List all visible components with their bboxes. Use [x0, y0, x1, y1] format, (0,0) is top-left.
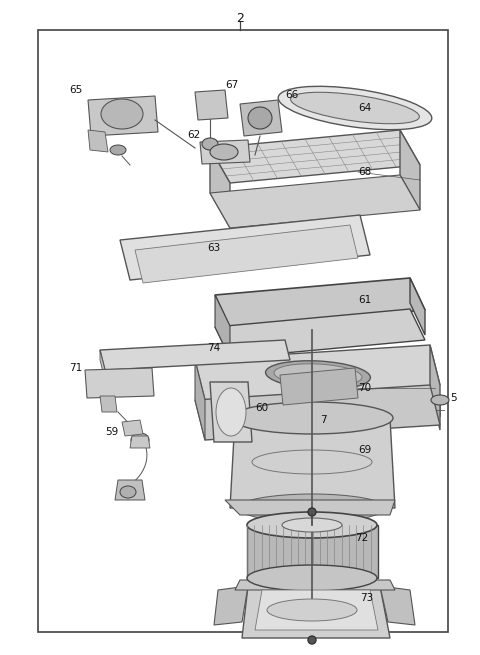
Ellipse shape	[247, 565, 377, 591]
Polygon shape	[210, 148, 230, 228]
Polygon shape	[247, 525, 378, 578]
Ellipse shape	[247, 512, 377, 538]
Polygon shape	[195, 345, 440, 400]
Polygon shape	[100, 396, 117, 412]
Polygon shape	[215, 309, 425, 358]
Ellipse shape	[110, 145, 126, 155]
Ellipse shape	[274, 364, 362, 386]
Text: 72: 72	[355, 533, 368, 543]
Text: 65: 65	[69, 85, 82, 95]
Polygon shape	[115, 480, 145, 500]
Text: 64: 64	[358, 103, 371, 113]
Polygon shape	[85, 368, 154, 398]
Ellipse shape	[210, 144, 238, 160]
Polygon shape	[130, 436, 150, 448]
Text: 7: 7	[320, 415, 326, 425]
Text: 2: 2	[236, 12, 244, 24]
Polygon shape	[88, 130, 108, 152]
Polygon shape	[200, 140, 250, 164]
Text: 61: 61	[358, 295, 371, 305]
Polygon shape	[380, 586, 415, 625]
Text: 70: 70	[358, 383, 371, 393]
Polygon shape	[195, 385, 440, 440]
Ellipse shape	[248, 107, 272, 129]
Polygon shape	[215, 295, 230, 358]
Ellipse shape	[278, 86, 432, 130]
Text: 63: 63	[207, 243, 220, 253]
Text: 74: 74	[207, 343, 220, 353]
Polygon shape	[410, 278, 425, 335]
Ellipse shape	[101, 99, 143, 129]
Polygon shape	[400, 130, 420, 210]
Ellipse shape	[231, 402, 393, 434]
Text: 68: 68	[358, 167, 371, 177]
Polygon shape	[230, 418, 395, 508]
Polygon shape	[210, 130, 420, 183]
Polygon shape	[100, 340, 290, 370]
Text: 66: 66	[286, 90, 299, 100]
Ellipse shape	[238, 494, 386, 522]
Polygon shape	[210, 382, 252, 442]
Polygon shape	[255, 590, 378, 630]
Text: 69: 69	[358, 445, 371, 455]
Text: 71: 71	[69, 363, 82, 373]
Ellipse shape	[267, 599, 357, 621]
Ellipse shape	[131, 433, 149, 447]
Ellipse shape	[308, 508, 316, 516]
Polygon shape	[135, 225, 358, 283]
Polygon shape	[280, 368, 358, 405]
Ellipse shape	[202, 138, 218, 150]
Text: 73: 73	[360, 593, 373, 603]
Polygon shape	[285, 96, 425, 126]
Ellipse shape	[431, 395, 449, 405]
Polygon shape	[122, 420, 143, 436]
Ellipse shape	[265, 361, 371, 389]
Ellipse shape	[120, 486, 136, 498]
Polygon shape	[215, 278, 425, 327]
Polygon shape	[88, 96, 158, 136]
Text: 59: 59	[105, 427, 118, 437]
Text: 67: 67	[226, 80, 239, 90]
Polygon shape	[430, 345, 440, 430]
Polygon shape	[195, 360, 205, 440]
Ellipse shape	[308, 636, 316, 644]
Polygon shape	[235, 580, 395, 590]
Ellipse shape	[290, 92, 420, 124]
Polygon shape	[195, 90, 228, 120]
Polygon shape	[225, 500, 395, 515]
Polygon shape	[214, 586, 248, 625]
Text: 62: 62	[187, 130, 200, 140]
Polygon shape	[210, 175, 420, 228]
Polygon shape	[240, 100, 282, 136]
Ellipse shape	[282, 518, 342, 532]
Ellipse shape	[216, 388, 246, 436]
Polygon shape	[242, 586, 390, 638]
Polygon shape	[100, 350, 105, 380]
Polygon shape	[120, 215, 370, 280]
Text: 5: 5	[450, 393, 456, 403]
Text: 60: 60	[255, 403, 268, 413]
